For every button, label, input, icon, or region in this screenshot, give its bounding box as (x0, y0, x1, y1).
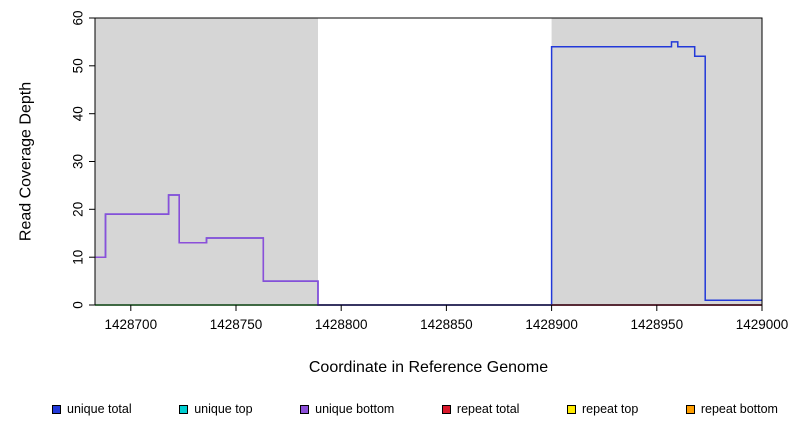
x-tick-label: 1428950 (631, 317, 684, 332)
y-tick-label: 0 (71, 301, 86, 309)
repeat-bottom-swatch-icon (685, 404, 695, 414)
legend-label: unique total (67, 402, 132, 416)
x-tick-label: 1428850 (420, 317, 473, 332)
x-axis-title: Coordinate in Reference Genome (309, 359, 548, 376)
y-tick-label: 10 (71, 250, 86, 265)
legend-label: unique top (194, 402, 253, 416)
y-axis-title: Read Coverage Depth (18, 82, 35, 241)
series-unique-bottom (95, 194, 762, 306)
legend-label: unique bottom (315, 402, 395, 416)
unique-top-swatch-icon (179, 404, 189, 414)
legend-label: repeat total (456, 402, 520, 416)
plot-area: 1428700 1428750 1428800 1428850 1428900 14289… (18, 10, 789, 376)
repeat-region-right (551, 18, 762, 305)
x-tick-label: 1429000 (736, 317, 789, 332)
legend-item-unique-bottom: unique bottom (300, 402, 394, 416)
repeat-total-swatch-icon (441, 404, 451, 414)
y-tick-label: 60 (71, 10, 86, 25)
legend-item-unique-top: unique top (179, 402, 253, 416)
x-tick-label: 1428750 (210, 317, 263, 332)
legend-label: repeat bottom (700, 402, 778, 416)
x-tick-label: 1428900 (525, 317, 578, 332)
x-tick-label: 1428700 (105, 317, 158, 332)
y-tick-label: 40 (71, 106, 86, 121)
legend-label: repeat top (582, 402, 639, 416)
legend-item-repeat-top: repeat top (567, 402, 638, 416)
unique-total-swatch-icon (52, 404, 61, 414)
y-tick-label: 20 (71, 202, 86, 217)
coverage-plot: 1428700 1428750 1428800 1428850 1428900 14289… (18, 10, 789, 376)
legend-item-repeat-bottom: repeat bottom (685, 402, 778, 416)
y-tick-label: 50 (71, 58, 86, 73)
unique-bottom-swatch-icon (300, 404, 310, 414)
legend-item-unique-total: unique total (52, 402, 132, 416)
y-tick-label: 30 (71, 154, 86, 169)
plot-legend: unique total unique top unique bottom re… (0, 398, 792, 420)
repeat-top-swatch-icon (567, 404, 576, 414)
repeat-region-left (95, 18, 318, 305)
x-tick-label: 1428800 (315, 317, 368, 332)
legend-item-repeat-total: repeat total (441, 402, 520, 416)
